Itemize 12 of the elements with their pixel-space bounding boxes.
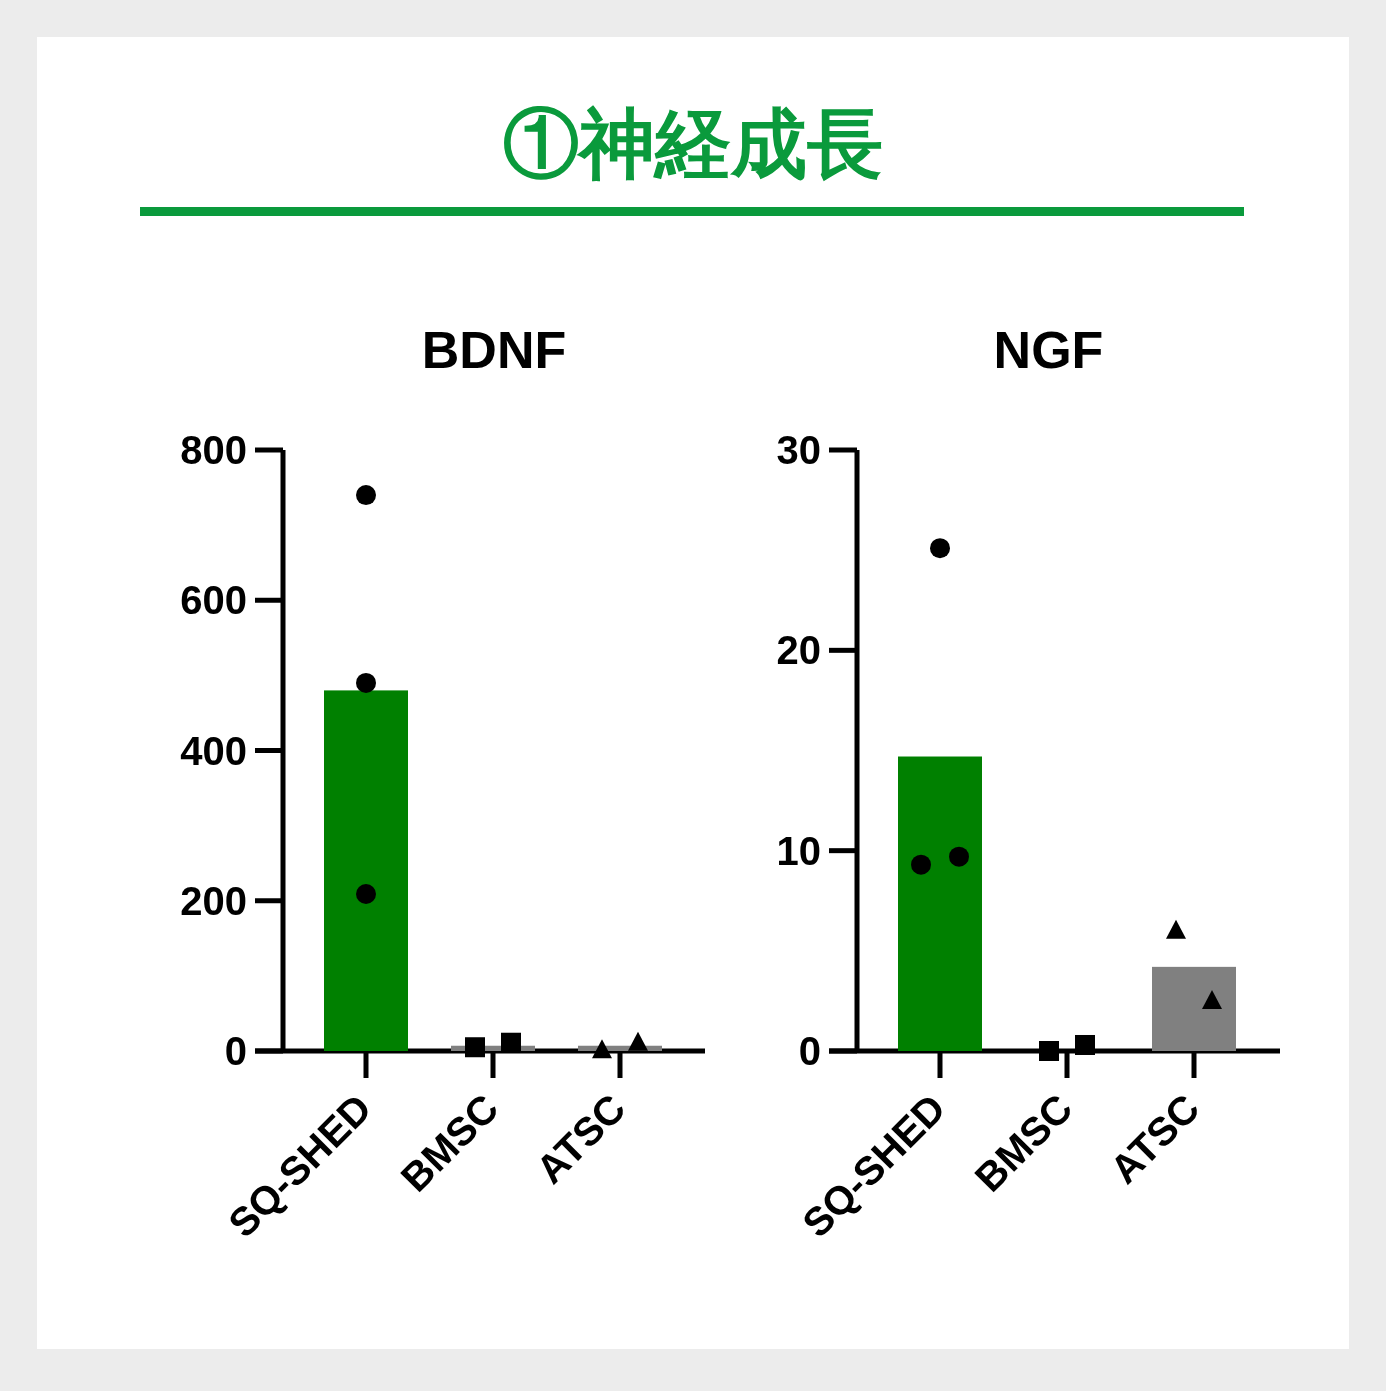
y-tick-label: 600 bbox=[180, 578, 247, 623]
y-tick-label: 10 bbox=[776, 828, 821, 873]
y-tick-label: 0 bbox=[798, 1029, 821, 1073]
y-tick-label: 0 bbox=[224, 1029, 247, 1073]
chart-title: NGF bbox=[993, 321, 1104, 379]
y-tick-label: 200 bbox=[180, 878, 247, 923]
text: ①神経成長 bbox=[503, 101, 883, 186]
y-tick-label: 400 bbox=[180, 728, 247, 773]
y-tick-label: 30 bbox=[776, 428, 821, 472]
y-tick-label: 20 bbox=[776, 628, 821, 673]
y-tick-label: 800 bbox=[180, 428, 247, 472]
chart-title: BDNF bbox=[421, 321, 567, 379]
